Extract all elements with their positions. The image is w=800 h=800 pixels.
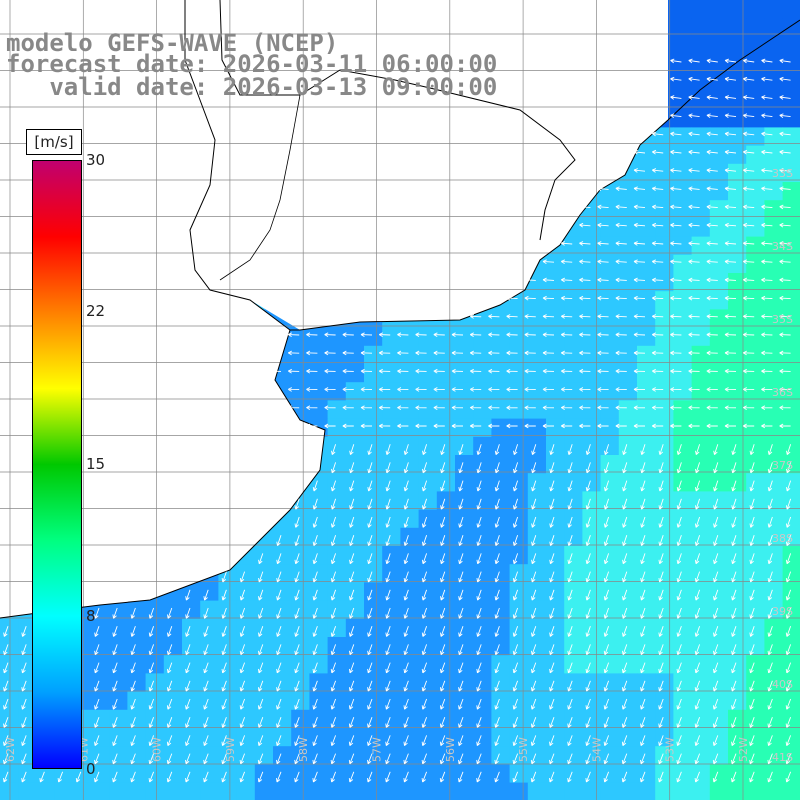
lat-label-41s: 41S: [772, 751, 793, 764]
lat-label-40s: 40S: [772, 678, 793, 691]
lat-label-37s: 37S: [772, 459, 793, 472]
lon-label-58w: 58W: [297, 737, 310, 762]
latitude-labels: 33S 34S 35S 36S 37S 38S 39S 40S 41S: [772, 167, 793, 764]
lat-label-34s: 34S: [772, 240, 793, 253]
lat-label-36s: 36S: [772, 386, 793, 399]
colorbar-tick-22: 22: [86, 302, 106, 320]
forecast-date: forecast date: 2026-03-11 06:00:00: [6, 50, 498, 78]
colorbar-tick-0: 0: [86, 760, 96, 778]
lon-label-59w: 59W: [224, 737, 237, 762]
lon-label-52w: 52W: [737, 737, 750, 762]
colorbar-unit: [m/s]: [26, 129, 82, 155]
model-title: modelo GEFS-WAVE (NCEP): [6, 29, 339, 57]
lon-label-56w: 56W: [444, 737, 457, 762]
colorbar-tick-8: 8: [86, 607, 96, 625]
lon-label-53w: 53W: [664, 737, 677, 762]
lat-label-35s: 35S: [772, 313, 793, 326]
colorbar-tick-30: 30: [86, 151, 106, 169]
colorbar-tick-15: 15: [86, 455, 106, 473]
lon-label-54w: 54W: [590, 737, 603, 762]
lat-label-33s: 33S: [772, 167, 793, 180]
lat-label-38s: 38S: [772, 532, 793, 545]
lon-label-57w: 57W: [371, 737, 384, 762]
lon-label-60w: 60W: [151, 737, 164, 762]
lon-label-55w: 55W: [517, 737, 530, 762]
valid-date: valid date: 2026-03-13 09:00:00: [6, 73, 498, 101]
coastline: [0, 0, 800, 619]
wind-arrows: [3, 58, 792, 783]
lon-label-62w: 62W: [4, 737, 17, 762]
colorbar: [32, 160, 82, 769]
lat-label-39s: 39S: [772, 605, 793, 618]
